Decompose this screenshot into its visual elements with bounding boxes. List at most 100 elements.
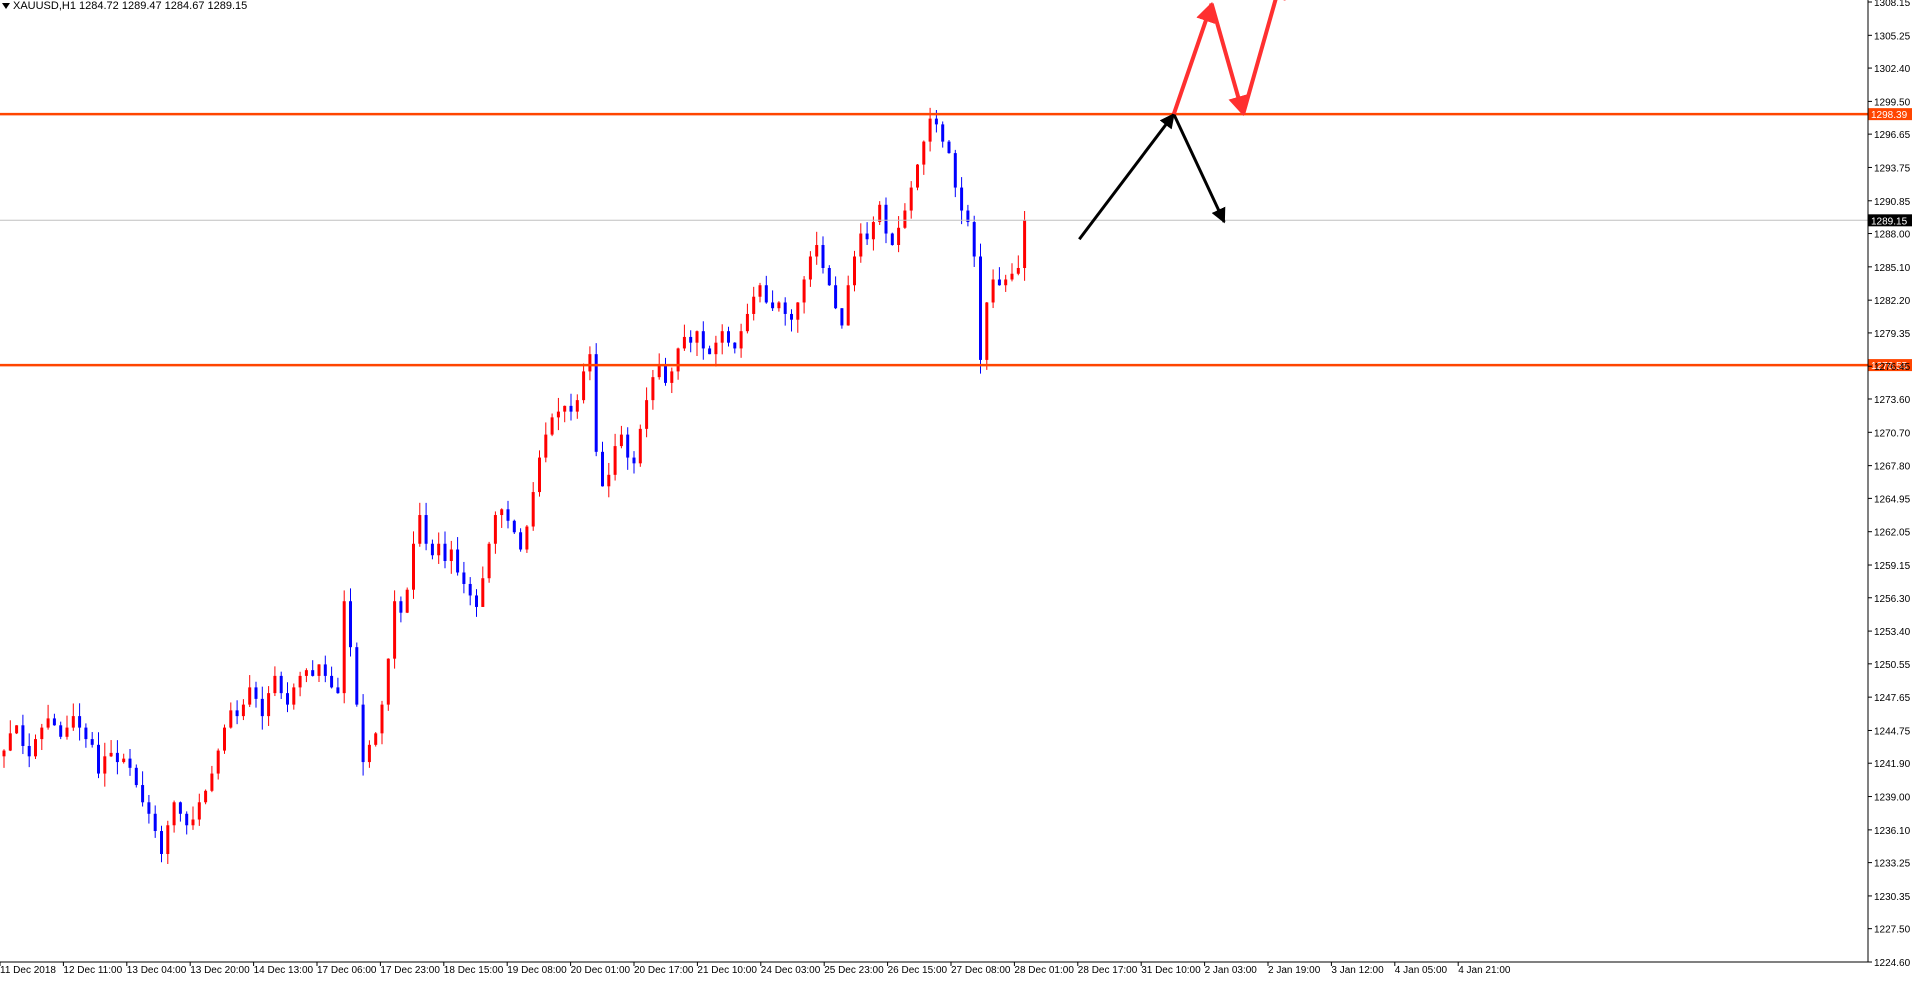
candle (696, 330, 699, 356)
red-forecast-arrow[interactable] (1243, 0, 1281, 114)
candle-body (544, 435, 547, 458)
candle-body (437, 544, 440, 555)
candle-body (759, 285, 762, 296)
candle-body (116, 753, 119, 762)
candle-body (670, 371, 673, 382)
candle-body (784, 302, 787, 313)
candle (910, 181, 913, 219)
price-tick-label: 1305.25 (1874, 31, 1911, 42)
candle (318, 664, 321, 682)
price-tick-label: 1233.25 (1874, 859, 1911, 870)
candle (399, 596, 402, 622)
candle-body (532, 492, 535, 526)
candle-body (626, 435, 629, 458)
candle-body (229, 710, 232, 727)
candle-body (1004, 279, 1007, 285)
candle (752, 287, 755, 321)
red-forecast-arrow[interactable] (1174, 4, 1212, 114)
candle-body (689, 337, 692, 343)
candle (985, 302, 988, 370)
candle (425, 503, 428, 550)
time-tick-label: 2 Jan 19:00 (1268, 965, 1321, 976)
candle (595, 343, 598, 456)
candle-body (349, 601, 352, 647)
candle-body (973, 222, 976, 256)
price-tick-label: 1253.40 (1874, 627, 1911, 638)
candle (840, 308, 843, 329)
dropdown-triangle-icon[interactable] (2, 3, 10, 9)
candle (544, 422, 547, 462)
candle-body (815, 245, 818, 256)
candle (614, 434, 617, 481)
candle (311, 660, 314, 676)
candle (179, 802, 182, 822)
candle-body (444, 544, 447, 561)
red-forecast-arrow[interactable] (1212, 4, 1244, 114)
time-tick-label: 21 Dec 10:00 (697, 965, 757, 976)
candle-body (519, 532, 522, 549)
candle (141, 771, 144, 806)
candle-body (494, 515, 497, 544)
time-tick-label: 17 Dec 06:00 (317, 965, 377, 976)
candle (570, 394, 573, 421)
candle (746, 304, 749, 334)
candle-body (948, 142, 951, 153)
candle (173, 801, 176, 833)
candle-body (702, 331, 705, 348)
candle (557, 398, 560, 430)
candle-body (305, 670, 308, 676)
candle (1004, 275, 1007, 292)
time-tick-label: 28 Dec 17:00 (1078, 965, 1138, 976)
candle-body (84, 728, 87, 739)
candle-body (387, 659, 390, 705)
candle (954, 150, 957, 197)
candle-body (941, 124, 944, 141)
candle (803, 276, 806, 313)
resistance-price-label: 1298.39 (1871, 110, 1908, 121)
price-axis[interactable]: 1308.15 1305.25 1302.40 1299.50 1296.65 1293.… (1868, 0, 1911, 969)
candle (66, 716, 69, 740)
symbol-label: XAUUSD,H1 (13, 0, 76, 12)
candle-body (935, 119, 938, 125)
candle-body (286, 693, 289, 704)
time-tick-label: 20 Dec 17:00 (634, 965, 694, 976)
price-tick-label: 1267.80 (1874, 462, 1911, 473)
candle-body (110, 753, 113, 756)
candle (633, 451, 636, 473)
time-tick-label: 11 Dec 2018 (0, 965, 56, 976)
candle-body (985, 302, 988, 359)
candle-body (381, 705, 384, 734)
candle (727, 327, 730, 347)
candle (488, 542, 491, 583)
candle (922, 140, 925, 174)
candle-body (872, 222, 875, 239)
candle-body (960, 188, 963, 211)
time-axis[interactable]: 11 Dec 2018 12 Dec 11:00 13 Dec 04:00 13 De… (0, 962, 1868, 976)
price-tick-label: 1282.20 (1874, 296, 1911, 307)
price-tick-label: 1293.75 (1874, 163, 1911, 174)
candle (135, 764, 138, 787)
candle (393, 590, 396, 668)
candle (891, 233, 894, 246)
candle-body (210, 774, 213, 791)
candle (248, 675, 251, 707)
time-tick-label: 14 Dec 13:00 (254, 965, 314, 976)
candle-body (595, 354, 598, 452)
time-tick-label: 31 Dec 10:00 (1141, 965, 1201, 976)
candles (3, 108, 1027, 864)
black-forecast-arrow[interactable] (1174, 114, 1224, 222)
candle (979, 244, 982, 374)
candle-body (607, 475, 610, 486)
candle-body (878, 205, 881, 222)
time-tick-label: 13 Dec 20:00 (190, 965, 250, 976)
time-tick-label: 19 Dec 08:00 (507, 965, 567, 976)
candle-body (318, 664, 321, 675)
candle (286, 682, 289, 712)
candle (576, 394, 579, 418)
candle-body (658, 366, 661, 377)
price-tick-label: 1299.50 (1874, 97, 1911, 108)
candle-body (475, 595, 478, 606)
candle-body (834, 285, 837, 308)
